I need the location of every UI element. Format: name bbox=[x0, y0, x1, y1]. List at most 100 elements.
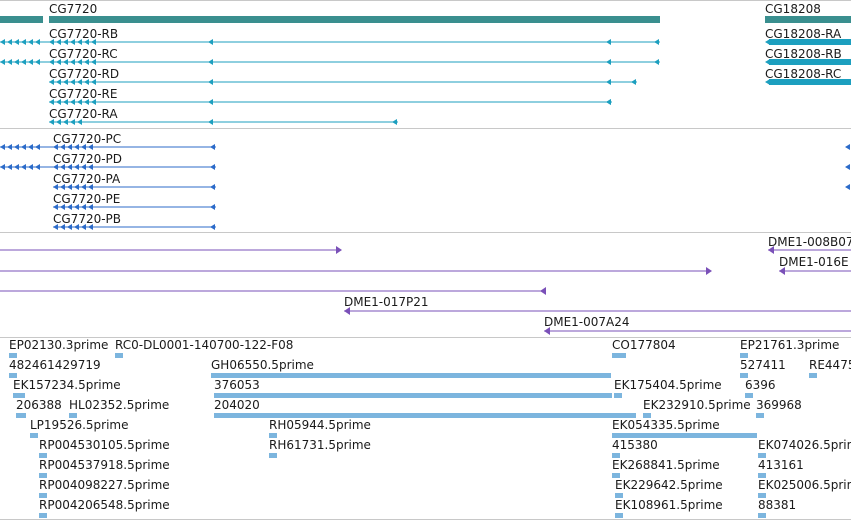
est-label[interactable]: CO177804 bbox=[612, 338, 676, 352]
est-label[interactable]: 376053 bbox=[214, 378, 260, 392]
est-label[interactable]: GH06550.5prime bbox=[211, 358, 314, 372]
est-label[interactable]: EK268841.5prime bbox=[612, 458, 720, 472]
est-label[interactable]: LP19526.5prime bbox=[30, 418, 129, 432]
est-label[interactable]: EK175404.5prime bbox=[614, 378, 722, 392]
transcript-exon bbox=[63, 119, 68, 125]
transcript-label[interactable]: CG7720-RB bbox=[49, 27, 119, 41]
protein-exon bbox=[81, 164, 86, 170]
transcript-label[interactable]: CG7720-RA bbox=[49, 107, 118, 121]
est-feature bbox=[30, 433, 38, 438]
transcript-exon bbox=[606, 39, 611, 45]
gene-bar bbox=[49, 16, 660, 23]
gene-bar bbox=[0, 16, 43, 23]
est-feature bbox=[614, 393, 622, 398]
est-feature bbox=[612, 433, 757, 438]
est-label[interactable]: 369968 bbox=[756, 398, 802, 412]
transcript-exon bbox=[769, 59, 851, 65]
est-label[interactable]: RH05944.5prime bbox=[269, 418, 371, 432]
est-label[interactable]: 88381 bbox=[758, 498, 797, 512]
protein-exon bbox=[53, 184, 58, 190]
est-label[interactable]: EK025006.5prime bbox=[758, 478, 851, 492]
est-label[interactable]: 204020 bbox=[214, 398, 260, 412]
transcript-label[interactable]: CG7720-RC bbox=[49, 47, 118, 61]
transcript-exon bbox=[77, 39, 82, 45]
protein-label[interactable]: CG7720-PC bbox=[53, 132, 122, 146]
transcript-exon bbox=[91, 79, 96, 85]
est-label[interactable]: 206388 bbox=[16, 398, 62, 412]
est-feature bbox=[615, 513, 623, 518]
transcript-exon bbox=[631, 79, 636, 85]
transcript-exon bbox=[77, 99, 82, 105]
transcript-exon bbox=[606, 79, 611, 85]
est-label[interactable]: 6396 bbox=[745, 378, 776, 392]
protein-exon bbox=[88, 144, 93, 150]
est-label[interactable]: EK108961.5prime bbox=[615, 498, 723, 512]
transcript-exon bbox=[91, 39, 96, 45]
est-label[interactable]: EK232910.5prime bbox=[643, 398, 751, 412]
est-label[interactable]: RC0-DL0001-140700-122-F08 bbox=[115, 338, 294, 352]
protein-exon bbox=[53, 144, 58, 150]
est-label[interactable]: RP004537918.5prime bbox=[39, 458, 170, 472]
est-feature bbox=[758, 493, 766, 498]
transcript-exon bbox=[392, 119, 397, 125]
protein-exon bbox=[81, 184, 86, 190]
protein-exon bbox=[67, 224, 72, 230]
gene-label-cg18208[interactable]: CG18208 bbox=[765, 2, 821, 16]
transcript-label[interactable]: CG7720-RE bbox=[49, 87, 118, 101]
protein-exon bbox=[845, 184, 850, 190]
est-label[interactable]: EK157234.5prime bbox=[13, 378, 121, 392]
est-label[interactable]: RP004098227.5prime bbox=[39, 478, 170, 492]
est-feature bbox=[214, 413, 636, 418]
protein-label[interactable]: CG7720-PE bbox=[53, 192, 121, 206]
est-label[interactable]: EP02130.3prime bbox=[9, 338, 109, 352]
est-label[interactable]: 415380 bbox=[612, 438, 658, 452]
protein-label[interactable]: CG7720-PB bbox=[53, 212, 122, 226]
clone-end bbox=[336, 246, 342, 254]
est-label[interactable]: 482461429719 bbox=[9, 358, 101, 372]
clone-label[interactable]: DME1-016E bbox=[779, 255, 849, 269]
est-label[interactable]: EP21761.3prime bbox=[740, 338, 840, 352]
transcript-exon bbox=[765, 39, 770, 45]
est-label[interactable]: 413161 bbox=[758, 458, 804, 472]
protein-label[interactable]: CG7720-PD bbox=[53, 152, 123, 166]
transcript-label[interactable]: CG7720-RD bbox=[49, 67, 120, 81]
clone-label[interactable]: DME1-007A24 bbox=[544, 315, 630, 329]
protein-exon bbox=[67, 144, 72, 150]
est-label[interactable]: 527411 bbox=[740, 358, 786, 372]
est-label[interactable]: RP004206548.5prime bbox=[39, 498, 170, 512]
transcript-exon bbox=[63, 39, 68, 45]
transcript-exon bbox=[56, 59, 61, 65]
clone-label[interactable]: DME1-017P21 bbox=[344, 295, 429, 309]
transcript-exon bbox=[70, 59, 75, 65]
protein-exon bbox=[53, 164, 58, 170]
transcript-exon bbox=[208, 39, 213, 45]
protein-exon bbox=[210, 224, 215, 230]
est-label[interactable]: EK229642.5prime bbox=[615, 478, 723, 492]
protein-exon bbox=[74, 204, 79, 210]
transcript-exon bbox=[49, 39, 54, 45]
est-label[interactable]: EK074026.5prime bbox=[758, 438, 851, 452]
est-label[interactable]: EK054335.5prime bbox=[612, 418, 720, 432]
est-label[interactable]: HL02352.5prime bbox=[69, 398, 170, 412]
est-feature bbox=[214, 393, 612, 398]
transcript-label[interactable]: CG18208-RA bbox=[765, 27, 842, 41]
est-label[interactable]: RH61731.5prime bbox=[269, 438, 371, 452]
est-label[interactable]: RE4475 bbox=[809, 358, 851, 372]
transcript-exon bbox=[654, 39, 659, 45]
protein-label[interactable]: CG7720-PA bbox=[53, 172, 121, 186]
transcript-label[interactable]: CG18208-RC bbox=[765, 67, 842, 81]
protein-exon bbox=[74, 184, 79, 190]
est-label[interactable]: RP004530105.5prime bbox=[39, 438, 170, 452]
transcript-label[interactable]: CG18208-RB bbox=[765, 47, 842, 61]
protein-exon bbox=[81, 224, 86, 230]
transcript-exon bbox=[208, 59, 213, 65]
gene-label-cg7720[interactable]: CG7720 bbox=[49, 2, 98, 16]
transcript-exon bbox=[208, 99, 213, 105]
clone-label[interactable]: DME1-008B07 bbox=[768, 235, 851, 249]
transcript-exon bbox=[208, 119, 213, 125]
clone-end bbox=[706, 267, 712, 275]
est-feature bbox=[9, 353, 17, 358]
protein-exon bbox=[210, 164, 215, 170]
